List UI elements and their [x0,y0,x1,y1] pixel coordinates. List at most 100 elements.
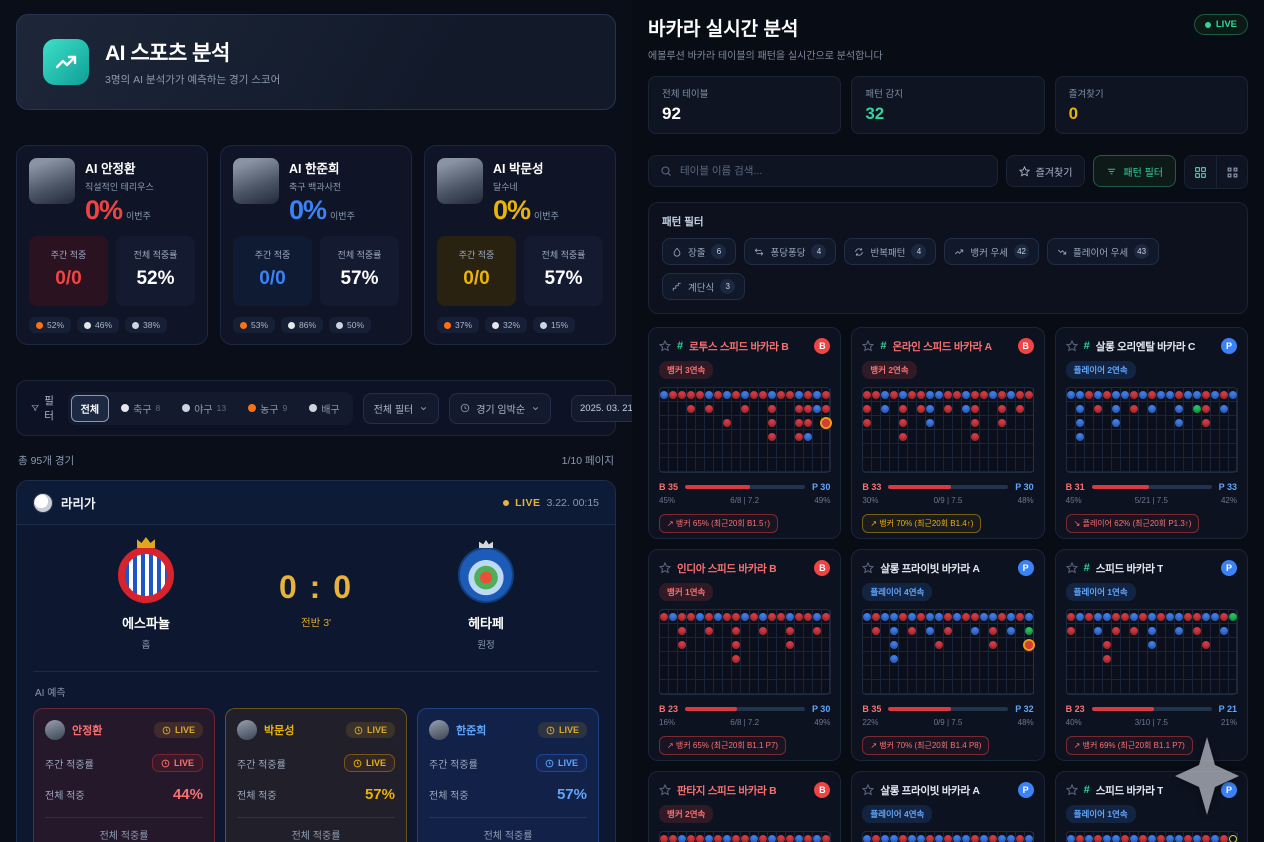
road-cell [759,624,768,638]
favorites-button[interactable]: 즐겨찾기 [1005,155,1086,187]
ratio-bar [1091,707,1212,711]
favorite-star-icon[interactable] [659,340,671,352]
road-cell [822,624,831,638]
road-cell [1102,638,1112,652]
road-cell [822,610,831,624]
pattern-filter-label: 패턴 필터 [662,216,704,228]
road-cell [723,680,732,694]
road-cell [1210,624,1220,638]
road-cell [678,652,687,666]
road-cell [1192,624,1202,638]
pattern-tag: ↗ 뱅커 70% (최근20회 B1.4 P8) [862,736,990,755]
road-cell [1228,638,1238,652]
star-icon [1018,165,1030,176]
road-cell [660,444,669,458]
baccarat-table-card[interactable]: 살롱 프라이빗 바카라 A P 플레이어 4연속 B 35 P 32 22% 0/… [851,549,1045,761]
match-card[interactable]: 라리가 LIVE 3.22. 00:15 에스파뇰 홈 0 : 0 전반 3' [16,480,616,842]
compact-view-button[interactable] [1216,156,1247,188]
pattern-chip-trend-up[interactable]: 뱅커 우세 42 [944,238,1040,265]
road-cell [962,458,972,472]
sport-tab[interactable]: 야구 13 [172,395,236,422]
favorite-star-icon[interactable] [1065,340,1078,352]
favorite-star-icon[interactable] [659,784,671,796]
pattern-chip-trend-down[interactable]: 플레이어 우세 43 [1047,238,1160,265]
baccarat-table-card[interactable]: # 로투스 스피드 바카라 B B 뱅커 3연속 B 35 P 30 45% 6/8… [648,327,842,539]
road-cell [1210,402,1220,416]
baccarat-table-card[interactable]: 판타지 스피드 바카라 B B 뱅커 2연속 [648,771,842,842]
road-cell [1093,666,1103,680]
road-cell [813,680,822,694]
analyst-card[interactable]: AI 박문성 달수네 0% 이번주 주간 적중 0/0 전체 적중률 57% 37% … [424,145,616,345]
road-cell [1174,680,1184,694]
road-cell [926,652,936,666]
favorite-star-icon[interactable] [862,784,875,796]
favorite-star-icon[interactable] [862,340,875,352]
sport-accuracy-badge: 50% [329,317,372,333]
league-filter-select[interactable]: 전체 필터 [362,392,440,424]
baccarat-table-card[interactable]: 살롱 프라이빗 바카라 A P 플레이어 4연속 [851,771,1045,842]
table-substats: 22% 0/9 | 7.5 48% [862,718,1034,727]
baccarat-table-card[interactable]: 인디아 스피드 바카라 B B 뱅커 1연속 B 23 P 30 16% 6/8 … [648,549,842,761]
road-cell [813,458,822,472]
prediction-card[interactable]: 박문성 LIVE 주간 적중률 LIVE 전체 적중 57% 전체 적중률 [225,708,407,842]
prediction-card[interactable]: 안정환 LIVE 주간 적중률 LIVE 전체 적중 44% 전체 적중률 [33,708,215,842]
road-cell [1192,416,1202,430]
sort-select[interactable]: 경기 임박순 [449,392,552,424]
road-cell [777,638,786,652]
road-cell [786,388,795,402]
road-cell [723,388,732,402]
grid-view-button[interactable] [1185,156,1216,188]
road-cell [1147,610,1157,624]
road-cell [1228,832,1238,842]
sport-tab[interactable]: 배구 [299,395,349,422]
road-cell [714,666,723,680]
sport-dot-icon [492,321,500,329]
road-cell [917,638,927,652]
road-cell [687,458,696,472]
pattern-chip-swap[interactable]: 퐁당퐁당 4 [744,238,837,265]
pattern-chip-repeat[interactable]: 반복패턴 4 [844,238,937,265]
prediction-card[interactable]: 한준희 LIVE 주간 적중률 LIVE 전체 적중 57% 전체 적중률 [417,708,599,842]
road-cell [1129,458,1139,472]
table-title: 스피드 바카라 T [1095,784,1164,797]
baccarat-table-card[interactable]: # 온라인 스피드 바카라 A B 뱅커 2연속 B 33 P 30 30% 0/9… [851,327,1045,539]
analyst-card[interactable]: AI 한준희 축구 백과사전 0% 이번주 주간 적중 0/0 전체 적중률 57% … [220,145,412,345]
road-cell [741,610,750,624]
result-badge: B [1017,338,1034,354]
baccarat-table-card[interactable]: # 살롱 오리엔탈 바카라 C P 플레이어 2연속 B 31 P 33 45% 5… [1054,327,1248,539]
road-cell [795,402,804,416]
favorite-star-icon[interactable] [659,562,671,574]
road-cell [705,444,714,458]
sport-tab[interactable]: 농구 9 [238,395,297,422]
road-cell [660,610,669,624]
baccarat-table-card[interactable]: # 스피드 바카라 T P 플레이어 1연속 B 23 P 21 40% 3/10 … [1054,549,1248,761]
sport-tab[interactable]: 축구 8 [111,395,170,422]
road-cell [1066,416,1076,430]
analyst-card[interactable]: AI 안정환 직설적인 테리우스 0% 이번주 주간 적중 0/0 전체 적중률 52… [16,145,208,345]
road-cell [1147,430,1157,444]
pattern-filter-button[interactable]: 패턴 필터 [1093,155,1176,187]
favorite-star-icon[interactable] [862,562,875,574]
table-substats: 45% 5/21 | 7.5 42% [1065,496,1237,505]
road-cell [980,666,990,680]
streak-pill: 뱅커 3연속 [659,361,714,379]
road-cell [1066,680,1076,694]
road-cell [1174,624,1184,638]
road-cell [804,402,813,416]
table-search[interactable] [648,155,998,187]
road-cell [1129,610,1139,624]
pattern-chip-droplet[interactable]: 장줄 6 [662,238,737,265]
road-cell [944,680,954,694]
search-input[interactable] [680,165,986,177]
favorite-star-icon[interactable] [1065,784,1078,796]
pattern-chip-stairs[interactable]: 계단식 3 [662,273,746,300]
road-cell [989,680,999,694]
baccarat-table-card[interactable]: # 스피드 바카라 T P 플레이어 1연속 [1054,771,1248,842]
sport-dot-icon [444,321,451,329]
road-cell [786,832,795,842]
sport-tab[interactable]: 전체 [70,394,110,422]
road-cell [1102,610,1112,624]
favorite-star-icon[interactable] [1065,562,1078,574]
road-cell [1210,458,1220,472]
road-cell [989,430,999,444]
